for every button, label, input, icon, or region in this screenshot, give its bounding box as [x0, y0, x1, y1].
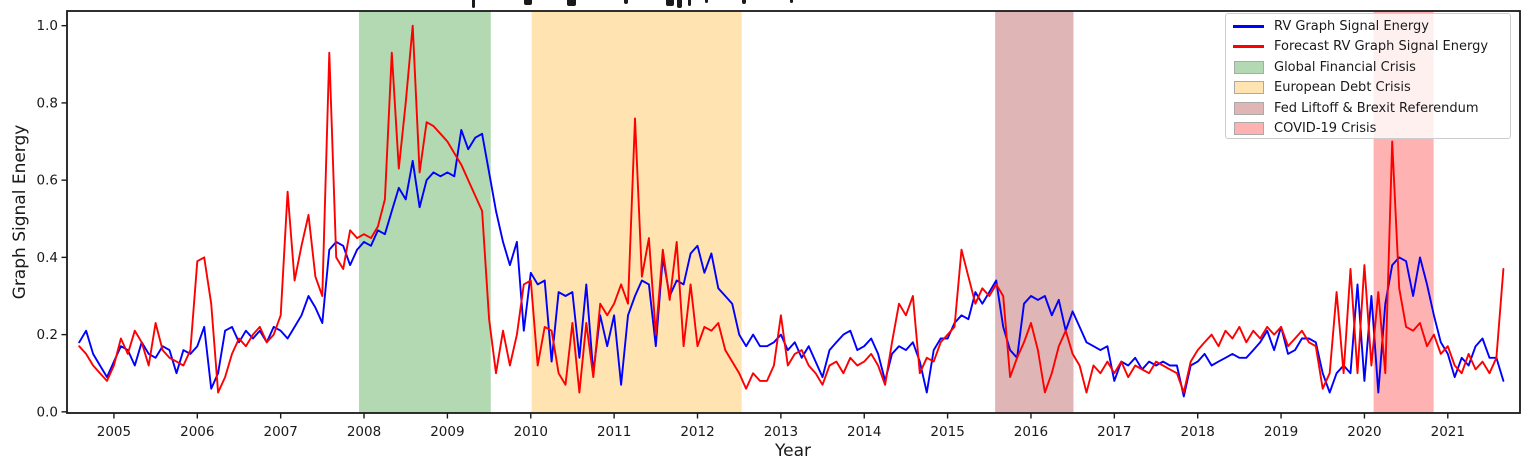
x-tick-label-2019: 2019	[1264, 424, 1298, 440]
band-european-debt-crisis	[531, 11, 742, 413]
title-fragment-0	[472, 0, 475, 8]
swatch-color	[1233, 81, 1264, 95]
legend-item-label: Fed Liftoff & Brexit Referendum	[1274, 100, 1479, 116]
legend-item-covid-19-crisis: COVID-19 Crisis	[1233, 119, 1510, 140]
x-tick-label-2018: 2018	[1181, 424, 1215, 440]
x-tick-label-2009: 2009	[430, 424, 464, 440]
legend-line-swatch	[1233, 24, 1264, 28]
legend-line-swatch	[1233, 45, 1264, 49]
legend-item-label: RV Graph Signal Energy	[1274, 18, 1429, 34]
legend-item-global-financial-crisis: Global Financial Crisis	[1233, 57, 1510, 78]
legend-item-forecast-rv-graph-signal-energy: Forecast RV Graph Signal Energy	[1233, 37, 1510, 58]
title-fragment-5	[677, 0, 682, 8]
cropped-title-fragments	[0, 0, 1524, 9]
swatch-color	[1233, 101, 1264, 115]
swatch-color	[1233, 122, 1264, 136]
title-fragment-2	[567, 0, 576, 6]
y-tick-label-1.0: 1.0	[37, 18, 58, 34]
legend: RV Graph Signal Energy Forecast RV Graph …	[1225, 13, 1511, 139]
y-tick-label-0.2: 0.2	[37, 327, 58, 343]
x-tick-label-2008: 2008	[347, 424, 381, 440]
x-tick-label-2005: 2005	[97, 424, 131, 440]
axes-spines	[66, 10, 1521, 414]
title-fragment-8	[742, 0, 746, 4]
legend-item-label: Global Financial Crisis	[1274, 59, 1416, 75]
x-tick-label-2012: 2012	[680, 424, 714, 440]
x-tick-label-2016: 2016	[1014, 424, 1048, 440]
swatch-color	[1233, 60, 1264, 74]
legend-item-label: Forecast RV Graph Signal Energy	[1274, 39, 1489, 55]
title-fragment-7	[705, 0, 708, 3]
x-tick-label-2020: 2020	[1347, 424, 1381, 440]
legend-item-european-debt-crisis: European Debt Crisis	[1233, 78, 1510, 99]
x-tick-label-2014: 2014	[847, 424, 881, 440]
title-fragment-3	[624, 0, 628, 4]
y-axis-label: Graph Signal Energy	[10, 124, 30, 300]
y-tick-label-0.6: 0.6	[37, 173, 58, 189]
x-tick-label-2017: 2017	[1097, 424, 1131, 440]
x-tick-label-2007: 2007	[263, 424, 297, 440]
x-tick-label-2011: 2011	[597, 424, 631, 440]
title-fragment-4	[666, 0, 674, 6]
swatch-color	[1233, 24, 1264, 28]
title-fragment-1	[524, 0, 532, 5]
legend-patch-swatch	[1233, 101, 1264, 115]
legend-patch-swatch	[1233, 60, 1264, 74]
title-fragment-9	[790, 0, 793, 3]
y-tick-label-0.4: 0.4	[37, 250, 58, 266]
legend-item-label: European Debt Crisis	[1274, 80, 1411, 96]
band-fed-liftoff-brexit-referendum	[995, 11, 1074, 413]
legend-patch-swatch	[1233, 122, 1264, 136]
x-tick-label-2013: 2013	[764, 424, 798, 440]
legend-item-fed-liftoff-brexit-referendum: Fed Liftoff & Brexit Referendum	[1233, 98, 1510, 119]
x-tick-label-2015: 2015	[930, 424, 964, 440]
y-tick-label-0.0: 0.0	[37, 404, 58, 420]
title-fragment-6	[688, 0, 691, 6]
x-tick-label-2021: 2021	[1431, 424, 1465, 440]
legend-item-rv-graph-signal-energy: RV Graph Signal Energy	[1233, 16, 1510, 37]
x-tick-label-2010: 2010	[514, 424, 548, 440]
swatch-color	[1233, 45, 1264, 49]
legend-item-label: COVID-19 Crisis	[1274, 121, 1377, 137]
legend-patch-swatch	[1233, 81, 1264, 95]
band-global-financial-crisis	[359, 11, 491, 413]
series-line-rv	[78, 128, 1505, 398]
x-tick-label-2006: 2006	[180, 424, 214, 440]
series-line-forecast	[78, 24, 1505, 394]
y-tick-label-0.8: 0.8	[37, 95, 58, 111]
x-axis-label: Year	[775, 441, 811, 461]
